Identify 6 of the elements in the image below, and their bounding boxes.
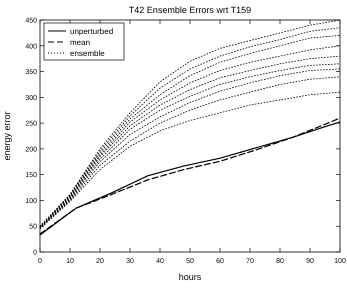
legend-label: mean (70, 38, 90, 47)
legend-label: ensemble (70, 49, 106, 58)
x-axis-title: hours (178, 272, 202, 282)
legend-label: unperturbed (70, 27, 114, 36)
y-axis-title: energy error (2, 111, 12, 161)
chart-title: T42 Ensemble Errors wrt T159 (128, 5, 252, 15)
